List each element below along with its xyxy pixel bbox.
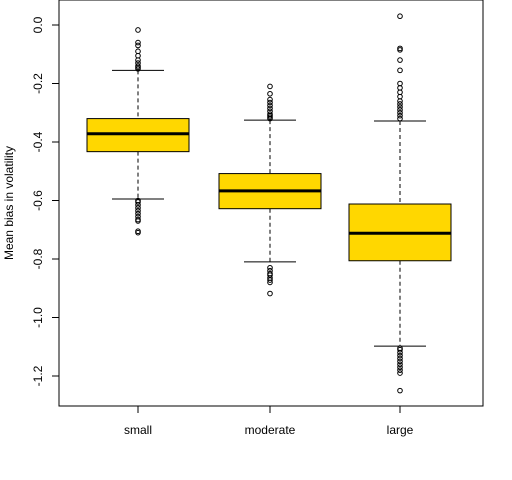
outlier-point: [135, 39, 141, 46]
outlier-point: [397, 104, 403, 110]
outlier-point: [397, 107, 403, 113]
outlier-point: [397, 109, 403, 116]
outlier-point: [397, 101, 403, 107]
outlier-point: [267, 115, 273, 122]
outlier-point: [135, 218, 141, 224]
y-tick-label: -0.8: [31, 248, 45, 269]
outlier-point: [397, 13, 403, 20]
outlier-point: [397, 47, 403, 53]
y-tick-label: 0.0: [31, 16, 45, 33]
outlier-point: [135, 210, 141, 217]
outlier-point: [135, 42, 141, 49]
outlier-point: [397, 98, 403, 104]
outlier-point: [135, 229, 141, 236]
outlier-point: [267, 105, 273, 112]
y-axis: 0.0 -0.2 -0.4 -0.6 -0.8 -1.0 -1.2: [31, 16, 59, 386]
outlier-point: [267, 290, 273, 297]
outlier-point: [397, 355, 403, 362]
y-tick-label: -0.2: [31, 73, 45, 94]
y-tick-label: -1.2: [31, 365, 45, 386]
outlier-point: [397, 349, 403, 356]
plot-frame: [58, 0, 484, 407]
outlier-point: [397, 67, 403, 74]
outlier-point: [397, 387, 403, 394]
y-tick-label: -0.6: [31, 190, 45, 211]
x-tick-label: large: [387, 423, 414, 437]
x-tick-label: moderate: [245, 423, 296, 437]
outlier-point: [135, 202, 141, 208]
outlier-point: [267, 279, 273, 286]
box-group-large: [348, 13, 452, 394]
outlier-point: [397, 57, 403, 63]
outlier-point: [397, 361, 403, 368]
outlier-point: [135, 207, 141, 214]
x-tick-label: small: [124, 423, 152, 437]
box-group-moderate: [218, 83, 322, 297]
outlier-point: [397, 112, 403, 119]
outlier-point: [267, 277, 273, 283]
y-tick-label: -0.4: [31, 131, 45, 152]
outlier-point: [397, 370, 403, 376]
boxes-layer: [86, 13, 452, 394]
outlier-point: [397, 115, 403, 122]
outlier-point: [267, 102, 273, 109]
outlier-point: [267, 99, 273, 106]
x-axis: small moderate large: [124, 406, 414, 437]
outlier-point: [135, 57, 141, 63]
outlier-point: [135, 199, 141, 205]
outlier-point: [135, 27, 141, 33]
outlier-point: [397, 364, 403, 371]
outlier-point: [267, 264, 273, 271]
y-axis-label: Mean bias in volatility: [2, 146, 16, 260]
outlier-point: [267, 83, 273, 90]
outlier-point: [135, 66, 141, 72]
outlier-point: [135, 205, 141, 211]
box-group-small: [86, 27, 190, 236]
outlier-point: [397, 367, 403, 373]
outlier-point: [397, 346, 403, 353]
outlier-point: [267, 96, 273, 103]
outlier-point: [267, 90, 273, 97]
y-tick-label: -1.0: [31, 307, 45, 328]
outlier-point: [397, 352, 403, 359]
outlier-point: [397, 358, 403, 365]
